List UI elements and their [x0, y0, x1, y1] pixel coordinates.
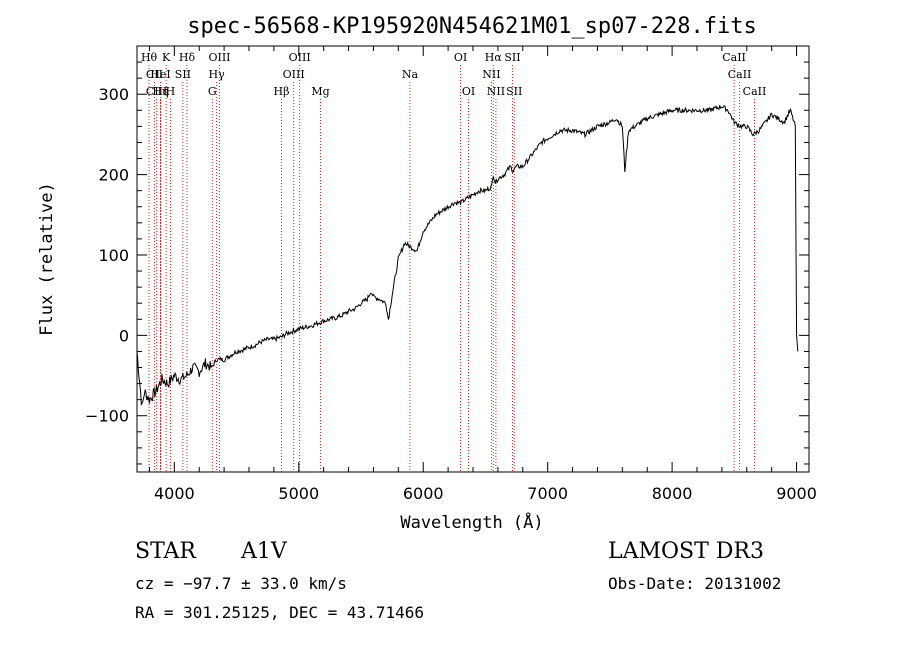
object-class: STAR: [135, 539, 196, 564]
spectral-line-label: OIII: [289, 51, 311, 64]
spectral-line-label: K: [162, 51, 171, 64]
spectral-line-label: Hγ: [209, 68, 226, 81]
spectral-line-label: SII: [504, 51, 520, 64]
axis-ticks-layer: 4000 5000 6000 7000 8000 9000 −100 0 100 200 300: [85, 45, 817, 503]
spectral-line-label: OI: [454, 51, 467, 64]
y-tick-label: 200: [98, 166, 129, 185]
spectral-line-label: Hδ: [179, 51, 196, 64]
spectral-line-label: CaII: [743, 85, 767, 98]
y-tick-label: 0: [119, 326, 129, 345]
spectral-line-label: OIII: [208, 51, 230, 64]
spectral-line-label: Hθ: [141, 51, 158, 64]
y-tick-label: 300: [98, 85, 129, 104]
y-tick-label: −100: [85, 407, 129, 426]
spectral-line-label: SII: [506, 85, 522, 98]
y-axis-label: Flux (relative): [37, 182, 57, 336]
observation-date: Obs-Date: 20131002: [608, 574, 782, 593]
spectral-line-label: Hα: [485, 51, 503, 64]
spectral-line-label: Hη: [152, 85, 168, 98]
spectral-line-label: Hβ: [274, 85, 290, 98]
flux-series-line: [136, 105, 799, 406]
spectral-line-label: NII: [487, 85, 505, 98]
spectral-line-label: CIII: [146, 85, 167, 98]
x-tick-label: 9000: [776, 484, 817, 503]
x-tick-label: 6000: [403, 484, 444, 503]
redshift-velocity: cz = −97.7 ± 33.0 km/s: [135, 574, 347, 593]
spectral-line-label: G: [208, 85, 217, 98]
x-tick-label: 4000: [154, 484, 195, 503]
survey-name: LAMOST DR3: [608, 539, 764, 564]
spectral-line-label: OIII: [283, 68, 305, 81]
spectral-line-label: Na: [402, 68, 419, 81]
spectral-lines-layer: Hθ CII CIII K HeI HηH SII Hδ OIII Hγ G Hβ OIII OIII Mg…: [141, 51, 766, 472]
spectral-line-label: Mg: [311, 85, 329, 98]
chart-title: spec-56568-KP195920N454621M01_sp07-228.f…: [187, 14, 757, 39]
object-subclass: A1V: [241, 539, 287, 564]
x-tick-label: 7000: [527, 484, 568, 503]
spectral-line-label: OI: [462, 85, 475, 98]
coordinates: RA = 301.25125, DEC = 43.71466: [135, 603, 424, 622]
x-axis-label: Wavelength (Å): [400, 511, 543, 533]
spectral-line-label: SII: [175, 68, 191, 81]
spectral-line-label: H: [166, 85, 176, 98]
x-tick-label: 8000: [652, 484, 693, 503]
spectral-line-label: CaII: [722, 51, 746, 64]
spectral-line-label: NII: [482, 68, 500, 81]
spectral-line-label: CII: [146, 68, 163, 81]
spectral-line-label: CaII: [728, 68, 752, 81]
spectral-line-label: HeI: [150, 68, 170, 81]
x-tick-label: 5000: [278, 484, 319, 503]
y-tick-label: 100: [98, 246, 129, 265]
